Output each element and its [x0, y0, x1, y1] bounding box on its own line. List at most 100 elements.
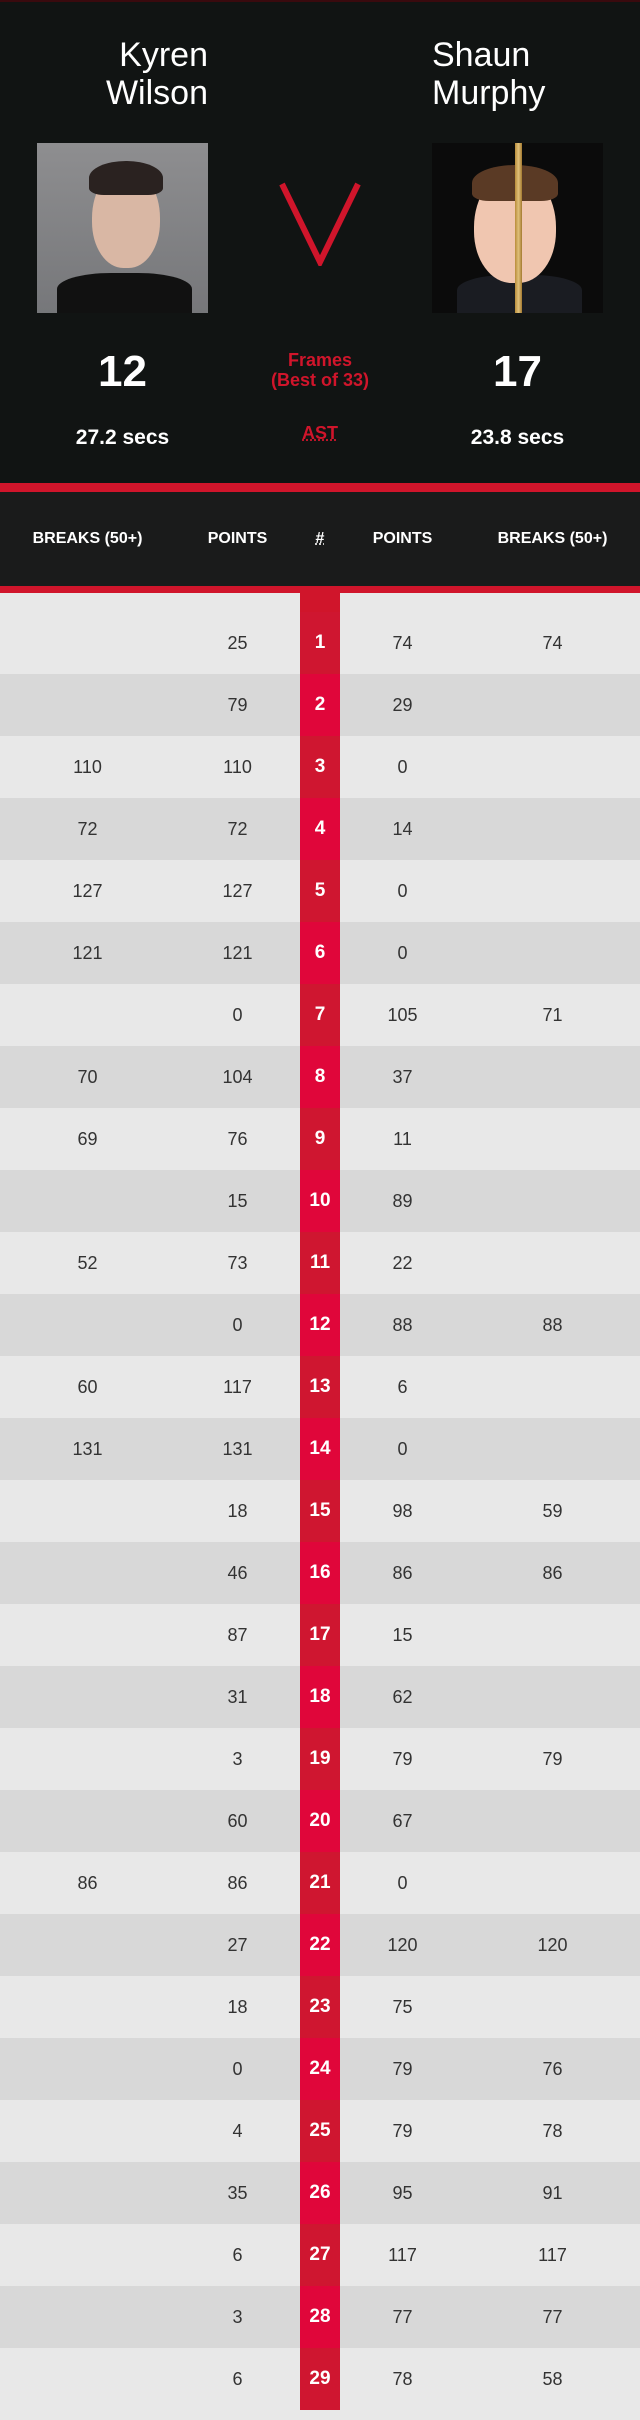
cell-right-points: 22	[392, 1252, 413, 1273]
cue-image	[515, 143, 522, 313]
cell-left-points: 0	[232, 2058, 243, 2079]
player-left-photo	[37, 143, 208, 313]
cell-left-points: 86	[227, 1872, 248, 1893]
cell-frame-number: 24	[300, 2038, 340, 2100]
table-row: 27 22 120 120	[0, 1914, 640, 1976]
cell-frame-number: 14	[300, 1418, 340, 1480]
cell-right-points: 0	[397, 942, 408, 963]
cell-right-breaks: 91	[542, 2182, 563, 2203]
cell-left-breaks: 52	[77, 1252, 98, 1273]
cell-right-points: 74	[392, 632, 413, 653]
frames-label: Frames (Best of 33)	[270, 350, 369, 390]
cell-frame-number: 5	[300, 860, 340, 922]
cell-left-points: 131	[222, 1438, 253, 1459]
table-row: 86 86 21 0	[0, 1852, 640, 1914]
cell-left-points: 117	[223, 1376, 252, 1397]
col-left-points: POINTS	[207, 530, 268, 547]
cell-right-points: 67	[392, 1810, 413, 1831]
cell-left-points: 6	[232, 2244, 243, 2265]
cell-right-breaks: 77	[542, 2306, 563, 2327]
cell-frame-number: 11	[300, 1232, 340, 1294]
cell-right-breaks: 71	[542, 1004, 563, 1025]
cell-left-points: 4	[232, 2120, 243, 2141]
cell-right-points: 11	[393, 1128, 412, 1149]
cell-frame-number: 1	[300, 612, 340, 674]
cell-left-points: 127	[222, 880, 253, 901]
col-left-breaks: BREAKS (50+)	[32, 530, 143, 547]
player-right-frames: 17	[493, 347, 542, 396]
cell-right-points: 89	[392, 1190, 413, 1211]
cell-left-points: 31	[227, 1686, 248, 1707]
cell-right-points: 105	[387, 1004, 418, 1025]
divider	[0, 483, 640, 492]
cell-right-breaks: 59	[542, 1500, 563, 1521]
table-row: 0 24 79 76	[0, 2038, 640, 2100]
cell-right-breaks: 79	[542, 1748, 563, 1769]
cell-left-points: 0	[232, 1314, 243, 1335]
col-frame-number[interactable]: #	[315, 530, 325, 547]
table-row: 6 27 117 117	[0, 2224, 640, 2286]
cell-frame-number: 12	[300, 1294, 340, 1356]
match-header: Kyren Wilson Shaun Murphy 12 Frames (Best o…	[0, 0, 640, 483]
cell-left-points: 110	[223, 756, 252, 777]
cell-frame-number: 26	[300, 2162, 340, 2224]
cell-left-breaks: 69	[77, 1128, 98, 1149]
cell-left-breaks: 127	[72, 880, 103, 901]
cell-frame-number: 27	[300, 2224, 340, 2286]
cell-frame-number: 22	[300, 1914, 340, 1976]
table-row: 60 117 13 6	[0, 1356, 640, 1418]
cell-left-points: 79	[227, 694, 248, 715]
player-right-photo	[432, 143, 603, 313]
cell-frame-number: 4	[300, 798, 340, 860]
table-row: 25 1 74 74	[0, 612, 640, 674]
table-row: 46 16 86 86	[0, 1542, 640, 1604]
table-row: 0 12 88 88	[0, 1294, 640, 1356]
table-row: 121 121 6 0	[0, 922, 640, 984]
table-row: 15 10 89	[0, 1170, 640, 1232]
cell-left-points: 3	[232, 1748, 243, 1769]
table-row: 3 28 77 77	[0, 2286, 640, 2348]
cell-frame-number: 29	[300, 2348, 340, 2410]
cell-left-points: 25	[227, 632, 248, 653]
cell-right-points: 0	[397, 1872, 408, 1893]
cell-frame-number: 9	[300, 1108, 340, 1170]
cell-left-points: 18	[227, 1500, 248, 1521]
player-left-ast: 27.2 secs	[75, 426, 170, 449]
cell-left-points: 0	[232, 1004, 243, 1025]
cell-left-points: 104	[222, 1066, 253, 1087]
cell-right-points: 88	[392, 1314, 413, 1335]
table-row: 79 2 29	[0, 674, 640, 736]
cell-frame-number: 28	[300, 2286, 340, 2348]
table-row: 72 72 4 14	[0, 798, 640, 860]
table-row: 4 25 79 78	[0, 2100, 640, 2162]
cell-frame-number: 21	[300, 1852, 340, 1914]
cell-frame-number: 10	[300, 1170, 340, 1232]
col-right-breaks: BREAKS (50+)	[497, 530, 608, 547]
cell-right-breaks: 117	[538, 2244, 567, 2265]
ast-label[interactable]: AST	[302, 423, 338, 443]
cell-right-points: 0	[397, 756, 408, 777]
cell-left-breaks: 60	[77, 1376, 98, 1397]
table-row: 70 104 8 37	[0, 1046, 640, 1108]
table-row: 131 131 14 0	[0, 1418, 640, 1480]
table-row: 69 76 9 11	[0, 1108, 640, 1170]
cell-right-points: 120	[387, 1934, 418, 1955]
cell-frame-number: 23	[300, 1976, 340, 2038]
cell-left-breaks: 86	[77, 1872, 98, 1893]
cell-right-points: 14	[392, 818, 413, 839]
cell-frame-number: 3	[300, 736, 340, 798]
table-row: 6 29 78 58	[0, 2348, 640, 2410]
cell-left-points: 6	[232, 2368, 243, 2389]
cell-frame-number: 25	[300, 2100, 340, 2162]
cell-left-points: 72	[227, 818, 248, 839]
cell-frame-number: 19	[300, 1728, 340, 1790]
cell-right-points: 29	[392, 694, 413, 715]
player-right-ast: 23.8 secs	[470, 426, 565, 449]
player-left-frames: 12	[98, 347, 147, 396]
cell-right-breaks: 86	[542, 1562, 563, 1583]
cell-frame-number: 8	[300, 1046, 340, 1108]
cell-frame-number: 6	[300, 922, 340, 984]
table-row: 60 20 67	[0, 1790, 640, 1852]
cell-left-breaks: 121	[72, 942, 103, 963]
